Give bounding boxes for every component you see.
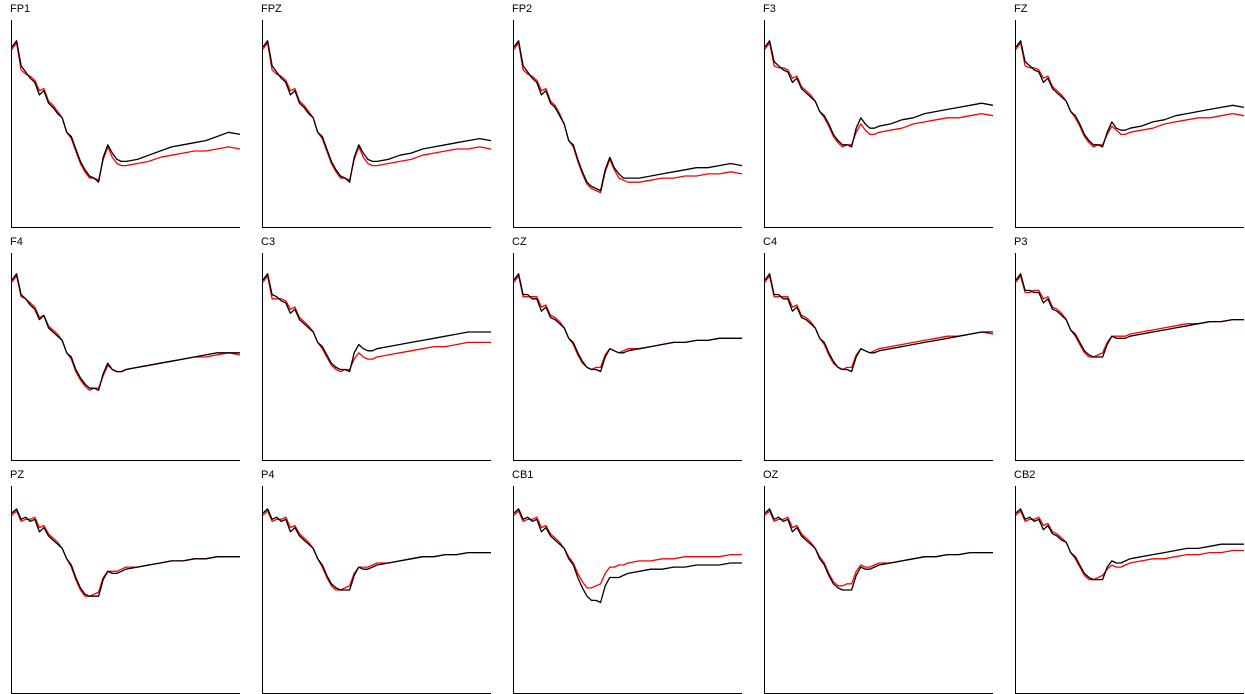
channel-plot bbox=[11, 253, 241, 461]
series-line-black bbox=[1015, 40, 1245, 148]
channel-label: P3 bbox=[1014, 236, 1028, 248]
series-line-red bbox=[11, 42, 241, 181]
series-line-black bbox=[513, 40, 743, 192]
channel-label: FP1 bbox=[10, 3, 31, 15]
channel-label: FZ bbox=[1014, 3, 1028, 15]
channel-plot bbox=[513, 20, 743, 228]
channel-panel: CZ bbox=[502, 233, 752, 461]
series-line-red bbox=[764, 42, 994, 148]
series-line-red bbox=[513, 510, 742, 589]
channel-plot bbox=[764, 20, 994, 228]
channel-panel: FZ bbox=[1004, 0, 1245, 228]
series-line-black bbox=[513, 273, 742, 373]
series-line-black bbox=[764, 273, 993, 373]
channel-plot bbox=[764, 486, 993, 694]
channel-label: F3 bbox=[763, 3, 776, 15]
channel-panel: PZ bbox=[0, 466, 250, 694]
channel-plot bbox=[262, 253, 491, 461]
channel-panel: F4 bbox=[0, 233, 250, 461]
channel-plot bbox=[513, 486, 742, 694]
series-line-red bbox=[513, 42, 743, 194]
series-line-black bbox=[1015, 273, 1244, 358]
series-line-black bbox=[513, 508, 742, 604]
series-line-red bbox=[11, 510, 240, 597]
channel-plot bbox=[262, 486, 491, 694]
channel-panel: CB2 bbox=[1004, 466, 1245, 694]
series-line-red bbox=[1015, 510, 1244, 581]
channel-label: CB2 bbox=[1014, 469, 1036, 481]
channel-plot bbox=[764, 253, 994, 461]
series-line-black bbox=[262, 40, 492, 183]
series-line-red bbox=[764, 275, 994, 371]
series-line-red bbox=[513, 275, 742, 371]
channel-label: F4 bbox=[10, 236, 23, 248]
channel-panel: FP2 bbox=[502, 0, 752, 228]
channel-plot bbox=[262, 20, 492, 228]
series-line-black bbox=[764, 40, 994, 148]
channel-plot bbox=[1015, 253, 1244, 461]
series-line-black bbox=[1015, 508, 1244, 581]
series-line-black bbox=[11, 40, 241, 183]
series-line-red bbox=[1015, 275, 1244, 358]
channel-panel: P3 bbox=[1004, 233, 1245, 461]
channel-panel: FPZ bbox=[251, 0, 501, 228]
channel-label: OZ bbox=[763, 469, 779, 481]
channel-label: CZ bbox=[512, 236, 527, 248]
channel-plot bbox=[513, 253, 742, 461]
channel-panel: OZ bbox=[753, 466, 1003, 694]
series-line-red bbox=[262, 275, 491, 373]
channel-panel: FP1 bbox=[0, 0, 250, 228]
channel-plot bbox=[11, 486, 240, 694]
series-line-red bbox=[262, 42, 492, 181]
channel-panel: F3 bbox=[753, 0, 1003, 228]
series-line-black bbox=[262, 273, 491, 373]
series-line-red bbox=[262, 510, 491, 591]
channel-plot bbox=[11, 20, 241, 228]
series-line-red bbox=[1015, 42, 1245, 148]
channel-label: PZ bbox=[10, 469, 25, 481]
channel-plot bbox=[1015, 486, 1244, 694]
series-line-black bbox=[11, 273, 240, 391]
channel-label: CB1 bbox=[512, 469, 534, 481]
channel-panel: CB1 bbox=[502, 466, 752, 694]
channel-panel: C4 bbox=[753, 233, 1003, 461]
series-line-red bbox=[11, 275, 241, 391]
channel-panel: P4 bbox=[251, 466, 501, 694]
series-line-black bbox=[11, 508, 240, 597]
channel-label: P4 bbox=[261, 469, 275, 481]
channel-panel: C3 bbox=[251, 233, 501, 461]
channel-label: FP2 bbox=[512, 3, 533, 15]
series-line-red bbox=[764, 510, 993, 587]
channel-label: FPZ bbox=[261, 3, 282, 15]
channel-plot bbox=[1015, 20, 1245, 228]
channel-label: C4 bbox=[763, 236, 778, 248]
series-line-black bbox=[262, 508, 491, 591]
channel-label: C3 bbox=[261, 236, 276, 248]
series-line-black bbox=[764, 508, 993, 591]
